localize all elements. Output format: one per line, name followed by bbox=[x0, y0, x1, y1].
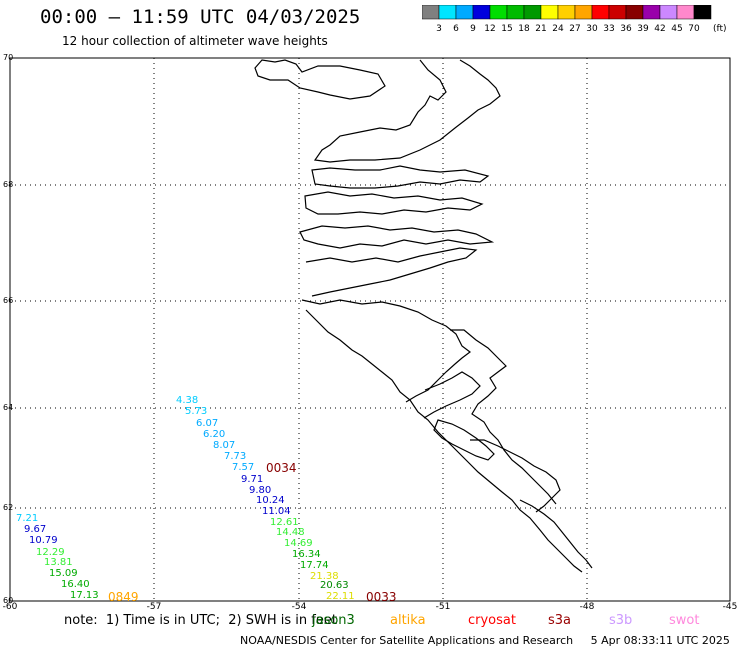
chart-subtitle: 12 hour collection of altimeter wave hei… bbox=[62, 34, 328, 48]
grid-lines bbox=[10, 58, 730, 601]
satellite-legend-item: altika bbox=[390, 613, 426, 628]
colorbar-tick-label: 3 bbox=[436, 24, 442, 34]
footer-note: note: 1) Time is in UTC; 2) SWH is in fe… bbox=[64, 613, 337, 628]
wave-height-label: 14.48 bbox=[276, 527, 305, 538]
colorbar-tick-label: 24 bbox=[552, 24, 564, 34]
y-axis-tick-label: 68 bbox=[3, 180, 13, 189]
chart-title: 00:00 – 11:59 UTC 04/03/2025 bbox=[40, 6, 361, 28]
x-axis-tick-label: -51 bbox=[436, 602, 451, 612]
colorbar-tick-label: 9 bbox=[470, 24, 476, 34]
colorbar-tick-label: 21 bbox=[535, 24, 546, 34]
colorbar-tick-label: 18 bbox=[518, 24, 530, 34]
satellite-legend-item: swot bbox=[669, 613, 700, 628]
y-axis-tick-label: 66 bbox=[3, 296, 13, 305]
time-labels: 0034 0033 0849 bbox=[108, 461, 397, 604]
wave-height-label: 5.73 bbox=[185, 406, 207, 417]
x-axis-tick-label: -45 bbox=[723, 602, 738, 612]
wave-height-label: 7.21 bbox=[16, 513, 38, 524]
wave-height-label: 6.20 bbox=[203, 429, 225, 440]
colorbar-tick-label: 39 bbox=[637, 24, 649, 34]
wave-height-label: 6.07 bbox=[196, 418, 218, 429]
colorbar-tick-label: 15 bbox=[501, 24, 512, 34]
x-axis-tick-label: -54 bbox=[292, 602, 307, 612]
satellite-legend-item: s3b bbox=[609, 613, 633, 628]
satellite-legend-item: s3a bbox=[548, 613, 572, 628]
wave-height-label: 7.57 bbox=[232, 462, 254, 473]
map-frame bbox=[9, 57, 731, 602]
x-axis-tick-label: -60 bbox=[3, 602, 18, 612]
x-axis-labels: -60 -57 -54 -51 -48 -45 bbox=[3, 602, 738, 612]
altimeter-tracks: 4.385.736.076.208.077.737.579.719.8010.2… bbox=[16, 395, 355, 602]
wave-height-label: 17.74 bbox=[300, 560, 329, 571]
wave-height-label: 10.79 bbox=[29, 535, 58, 546]
x-axis-tick-label: -48 bbox=[580, 602, 595, 612]
colorbar-unit-label: (ft) bbox=[713, 24, 727, 34]
wave-height-label: 4.38 bbox=[176, 395, 198, 406]
color-scale-bar: 3 6 9 12 15 18 21 24 27 30 33 36 39 42 45 70 (ft) bbox=[422, 5, 727, 34]
pass-time-label: 0849 bbox=[108, 590, 139, 604]
wave-height-label: 12.29 bbox=[36, 547, 65, 558]
colorbar-tick-label: 33 bbox=[603, 24, 614, 34]
colorbar-tick-label: 27 bbox=[569, 24, 580, 34]
wave-height-label: 11.04 bbox=[262, 506, 291, 517]
colorbar-tick-label: 6 bbox=[453, 24, 459, 34]
wave-height-label: 17.13 bbox=[70, 590, 99, 601]
wave-height-label: 20.63 bbox=[320, 580, 349, 591]
wave-height-label: 9.71 bbox=[241, 474, 263, 485]
pass-time-label: 0034 bbox=[266, 461, 297, 475]
satellite-legend-item: cryosat bbox=[468, 613, 516, 628]
wave-height-label: 13.81 bbox=[44, 557, 73, 568]
wave-height-label: 12.61 bbox=[270, 517, 299, 528]
colorbar-tick-label: 42 bbox=[654, 24, 665, 34]
wave-height-label: 10.24 bbox=[256, 495, 285, 506]
y-axis-tick-label: 62 bbox=[3, 503, 13, 512]
y-axis-tick-label: 70 bbox=[3, 53, 13, 62]
wave-height-label: 22.11 bbox=[326, 591, 355, 602]
wave-height-label: 9.80 bbox=[249, 485, 271, 496]
wave-height-label: 16.34 bbox=[292, 549, 321, 560]
wave-height-label: 7.73 bbox=[224, 451, 246, 462]
footer-credit: NOAA/NESDIS Center for Satellite Applica… bbox=[240, 634, 730, 647]
wave-height-label: 21.38 bbox=[310, 571, 339, 582]
pass-time-label: 0033 bbox=[366, 590, 397, 604]
colorbar-swatch bbox=[693, 5, 712, 20]
colorbar-tick-label: 70 bbox=[688, 24, 700, 34]
wave-height-label: 8.07 bbox=[213, 440, 235, 451]
colorbar-tick-label: 12 bbox=[484, 24, 495, 34]
wave-height-label: 15.09 bbox=[49, 568, 78, 579]
x-axis-tick-label: -57 bbox=[147, 602, 162, 612]
colorbar-tick-label: 30 bbox=[586, 24, 598, 34]
y-axis-tick-label: 60 bbox=[3, 596, 13, 605]
colorbar-tick-label: 36 bbox=[620, 24, 632, 34]
y-axis-labels: 70 68 66 64 62 60 bbox=[3, 53, 13, 605]
wave-height-label: 16.40 bbox=[61, 579, 90, 590]
colorbar-tick-label: 45 bbox=[671, 24, 682, 34]
wave-height-label: 14.69 bbox=[284, 538, 313, 549]
y-axis-tick-label: 64 bbox=[3, 403, 13, 412]
satellite-legend-item: jason3 bbox=[312, 613, 355, 628]
wave-height-label: 9.67 bbox=[24, 524, 46, 535]
coastline bbox=[254, 59, 593, 573]
